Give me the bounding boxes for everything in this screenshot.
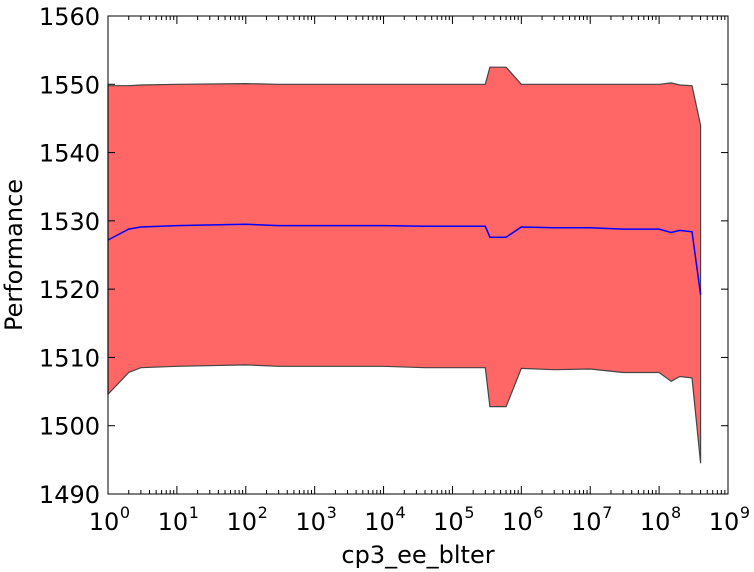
y-tick-label: 1500 (39, 413, 100, 441)
x-tick-label: 10 (433, 508, 464, 536)
x-tick-label: 10 (364, 508, 395, 536)
y-tick-label: 1520 (39, 276, 100, 304)
y-tick-label: 1510 (39, 344, 100, 372)
x-tick-exponent: 1 (189, 503, 199, 522)
mean-line-layer (107, 223, 702, 295)
x-tick-label: 10 (709, 508, 740, 536)
x-tick-label: 10 (571, 508, 602, 536)
x-tick-exponent: 9 (740, 503, 750, 522)
confidence-band-layer (107, 66, 702, 464)
x-tick-label: 10 (502, 508, 533, 536)
x-tick-exponent: 0 (120, 503, 130, 522)
y-axis: 1490 1500 1510 1520 1530 1540 1550 1560 (39, 3, 728, 509)
plot-frame (107, 15, 729, 495)
mean-performance-line (107, 223, 702, 295)
y-tick-label: 1560 (39, 3, 100, 31)
x-tick-label: 10 (227, 508, 258, 536)
x-tick-exponent: 6 (533, 503, 543, 522)
confidence-band (107, 66, 702, 464)
x-tick-label: 10 (640, 508, 671, 536)
x-tick-exponent: 8 (671, 503, 681, 522)
y-tick-label: 1550 (39, 71, 100, 99)
x-tick-exponent: 2 (258, 503, 268, 522)
x-tick-label: 10 (295, 508, 326, 536)
x-tick-exponent: 5 (464, 503, 474, 522)
y-tick-label: 1530 (39, 208, 100, 236)
y-tick-label: 1490 (39, 481, 100, 509)
x-axis: 10 0 10 1 10 2 10 3 10 4 10 5 10 6 10 7 10 8 10 9 (89, 16, 750, 536)
y-axis-title: Performance (0, 179, 28, 331)
x-tick-label: 10 (158, 508, 189, 536)
x-tick-exponent: 7 (602, 503, 612, 522)
x-tick-label: 10 (89, 508, 120, 536)
y-tick-label: 1540 (39, 140, 100, 168)
x-axis-title: cp3_ee_blter (341, 541, 494, 569)
x-tick-exponent: 3 (327, 503, 337, 522)
x-tick-exponent: 4 (395, 503, 405, 522)
